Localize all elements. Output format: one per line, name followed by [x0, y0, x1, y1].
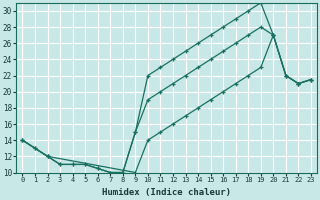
- X-axis label: Humidex (Indice chaleur): Humidex (Indice chaleur): [102, 188, 231, 197]
